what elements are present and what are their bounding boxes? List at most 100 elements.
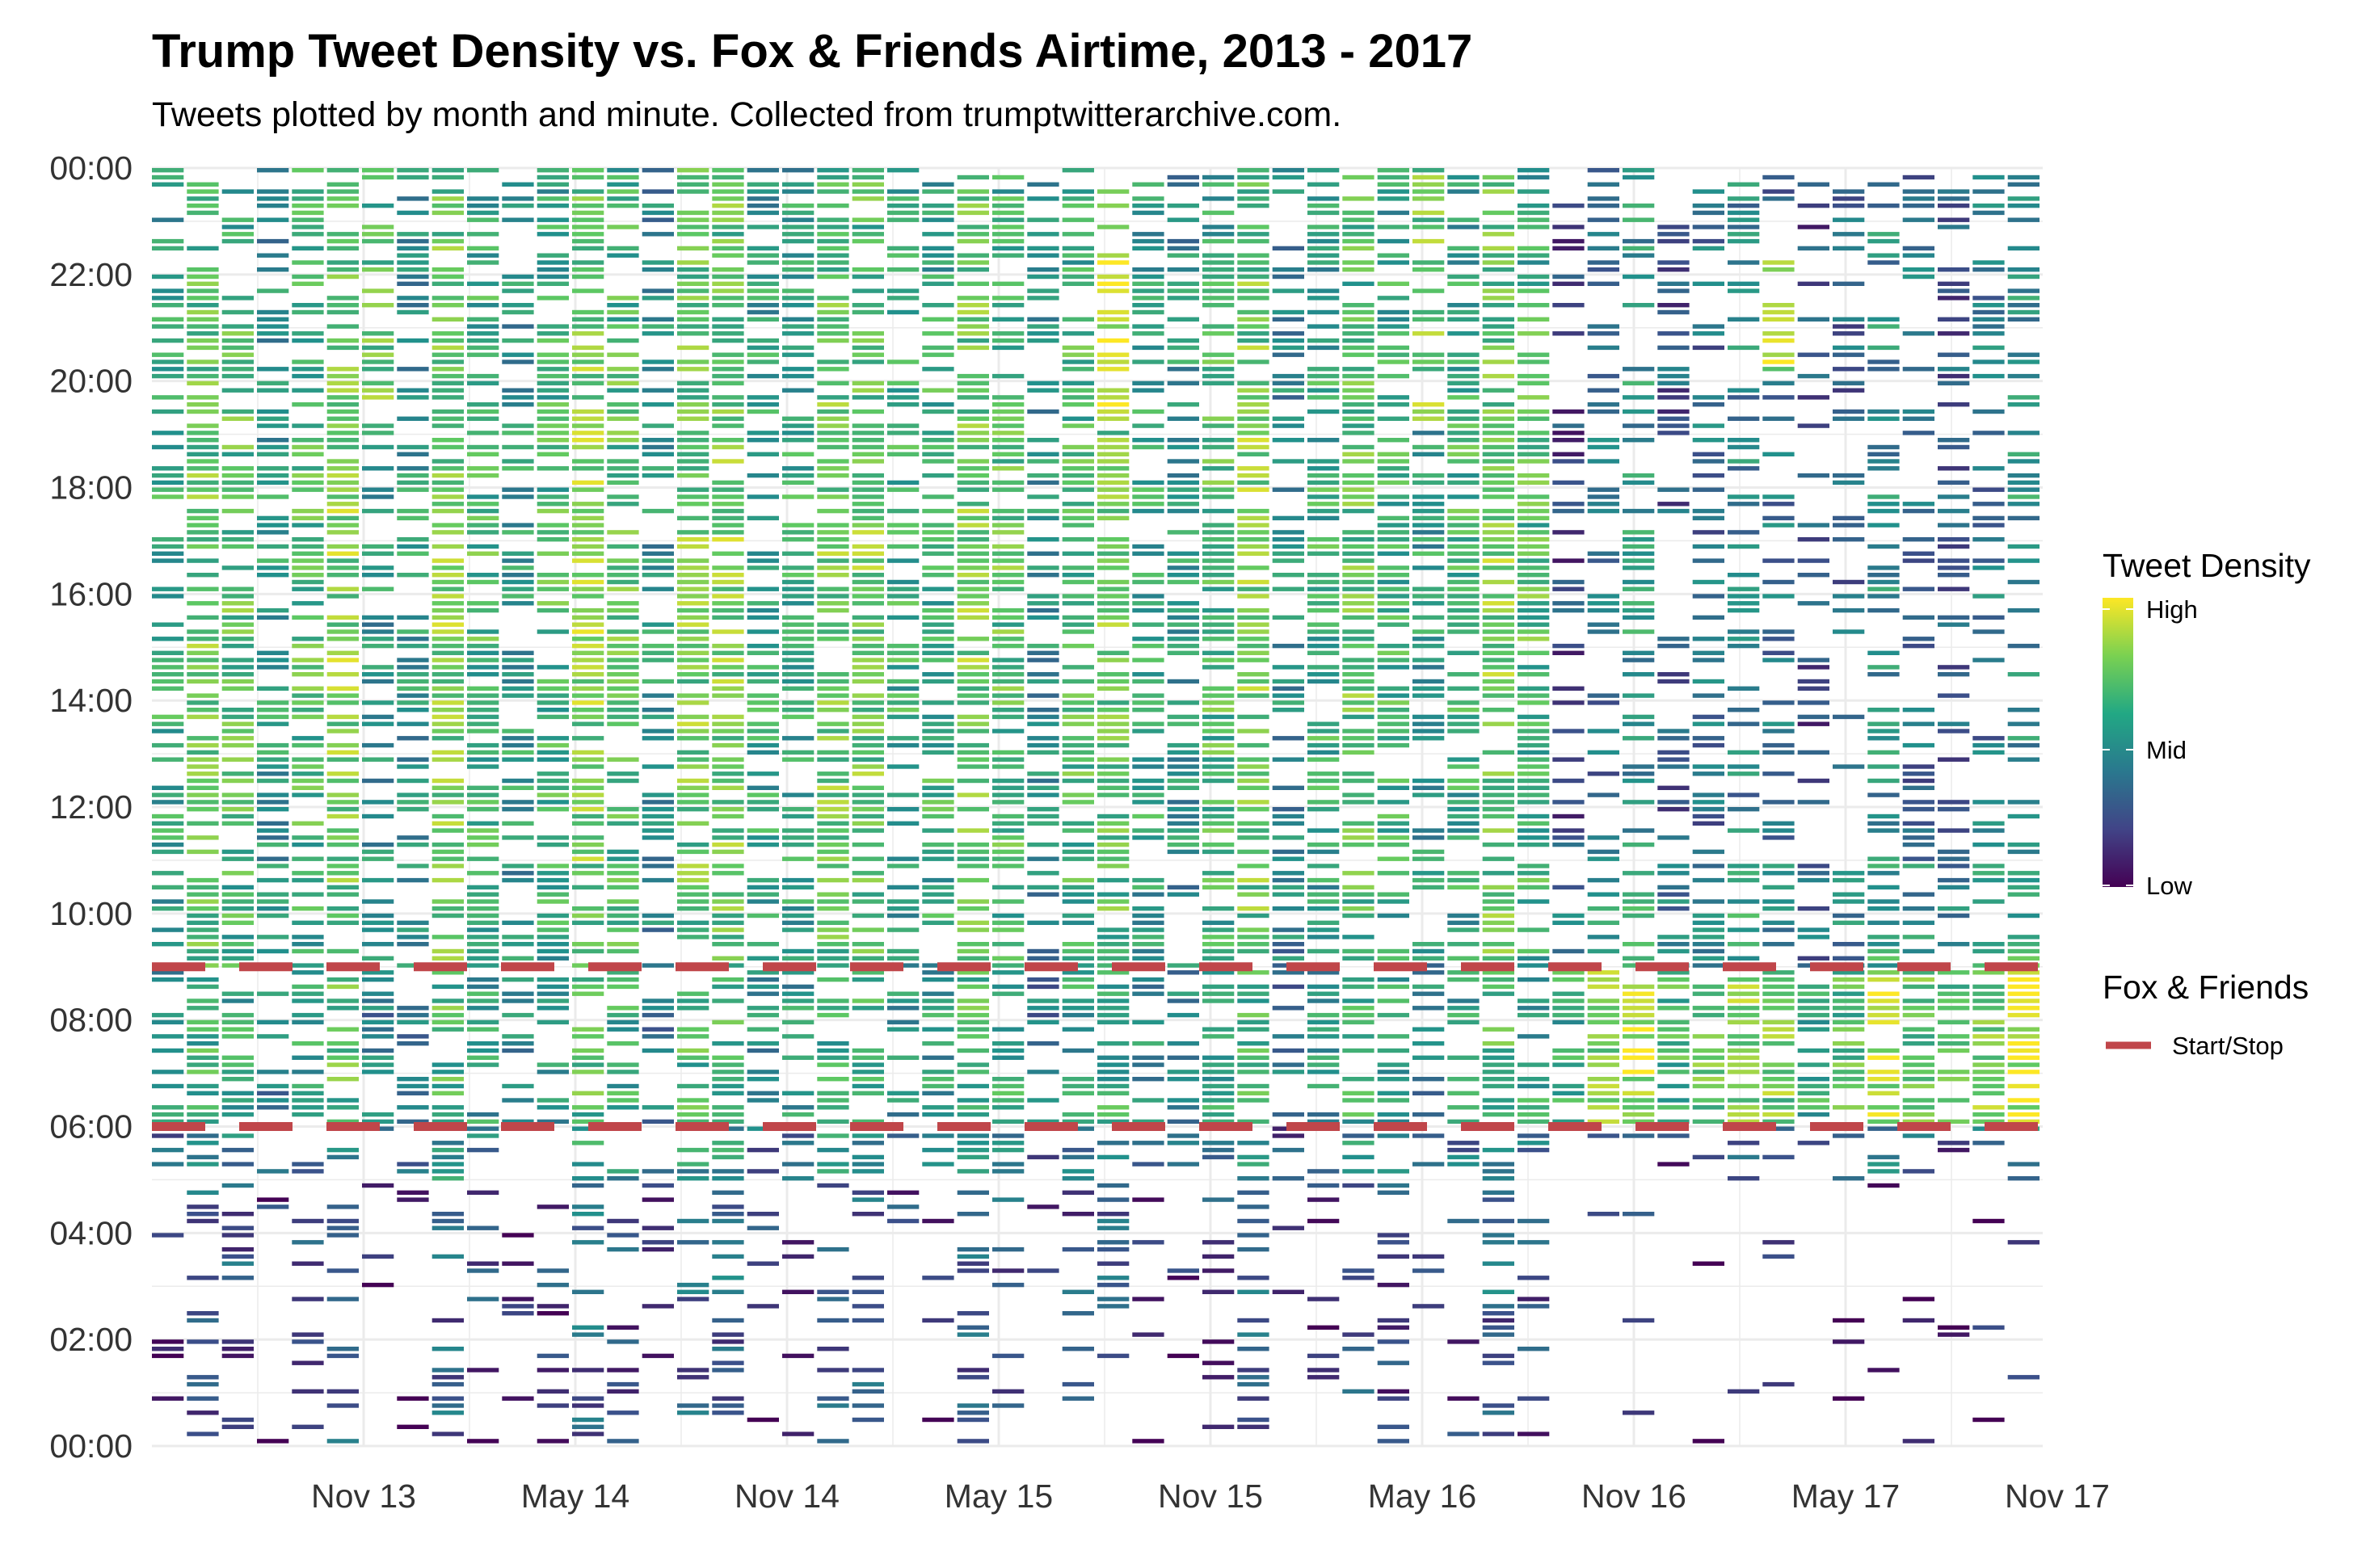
density-cell	[572, 708, 604, 713]
density-cell	[1692, 1119, 1724, 1125]
density-cell	[677, 431, 709, 435]
density-cell	[1097, 1246, 1130, 1252]
density-cell	[431, 395, 464, 400]
density-cell	[1692, 225, 1724, 229]
density-cell	[607, 459, 639, 464]
density-cell	[221, 1098, 254, 1103]
density-cell	[1867, 317, 1900, 322]
density-cell	[1307, 1169, 1340, 1174]
density-cell	[887, 431, 920, 435]
density-cell	[397, 480, 429, 486]
density-cell	[362, 920, 394, 925]
density-cell	[1167, 615, 1199, 620]
density-cell	[1657, 260, 1690, 265]
density-cell	[1518, 260, 1550, 265]
density-cell	[1972, 1112, 2005, 1117]
density-cell	[782, 601, 815, 606]
density-cell	[747, 615, 779, 620]
density-cell	[1307, 551, 1340, 556]
density-cell	[152, 487, 184, 492]
density-cell	[1342, 700, 1374, 705]
density-cell	[431, 792, 464, 797]
density-cell	[957, 828, 989, 833]
density-cell	[1762, 984, 1795, 990]
density-cell	[2007, 643, 2040, 649]
density-cell	[1237, 388, 1269, 393]
density-cell	[326, 508, 359, 514]
density-cell	[1587, 1062, 1619, 1067]
density-cell	[1237, 1091, 1269, 1095]
density-cell	[1412, 409, 1445, 414]
density-cell	[397, 544, 429, 549]
density-cell	[747, 352, 779, 357]
density-cell	[362, 267, 394, 272]
density-cell	[887, 948, 920, 954]
density-cell	[431, 899, 464, 904]
density-cell	[1657, 864, 1690, 868]
density-cell	[1062, 487, 1094, 492]
density-cell	[1867, 778, 1900, 784]
density-cell	[747, 515, 779, 521]
density-cell	[1902, 708, 1934, 713]
density-cell	[292, 615, 324, 620]
density-cell	[992, 558, 1025, 563]
density-cell	[397, 267, 429, 272]
density-cell	[1867, 736, 1900, 741]
chart-title: Trump Tweet Density vs. Fox & Friends Ai…	[152, 25, 1473, 78]
density-cell	[572, 345, 604, 351]
density-cell	[1097, 1276, 1130, 1280]
density-cell	[1587, 1119, 1619, 1125]
density-cell	[1518, 1012, 1550, 1018]
density-cell	[817, 700, 849, 705]
density-cell	[1657, 750, 1690, 755]
density-cell	[852, 1381, 884, 1387]
density-cell	[642, 558, 674, 563]
density-cell	[1447, 586, 1480, 591]
density-cell	[187, 281, 219, 286]
density-cell	[1167, 622, 1199, 627]
density-cell	[1272, 1070, 1304, 1074]
density-cell	[1412, 1041, 1445, 1046]
density-cell	[221, 942, 254, 947]
y-tick-label: 12:00	[49, 788, 133, 826]
density-cell	[677, 601, 709, 606]
density-cell	[1167, 892, 1199, 897]
density-cell	[1307, 750, 1340, 755]
density-cell	[922, 1162, 954, 1167]
density-cell	[817, 785, 849, 790]
density-cell	[397, 1396, 429, 1401]
density-cell	[467, 956, 499, 961]
density-cell	[1097, 225, 1130, 229]
density-cell	[957, 1268, 989, 1273]
density-cell	[397, 778, 429, 784]
density-cell	[1342, 984, 1374, 990]
density-cell	[1552, 1062, 1585, 1067]
density-cell	[1447, 757, 1480, 762]
density-cell	[1377, 1012, 1409, 1018]
density-cell	[1412, 601, 1445, 606]
density-cell	[1132, 487, 1164, 492]
density-cell	[712, 1360, 744, 1365]
density-cell	[1307, 537, 1340, 542]
density-cell	[1518, 558, 1550, 563]
density-cell	[1237, 757, 1269, 762]
density-cell	[1167, 345, 1199, 351]
density-cell	[1342, 1268, 1374, 1273]
density-cell	[431, 438, 464, 443]
density-cell	[1902, 1098, 1934, 1103]
density-cell	[1902, 551, 1934, 556]
density-cell	[292, 935, 324, 940]
density-cell	[362, 225, 394, 229]
density-cell	[1412, 658, 1445, 662]
density-cell	[1482, 1147, 1514, 1153]
density-cell	[1272, 849, 1304, 855]
density-cell	[326, 750, 359, 755]
density-cell	[1412, 586, 1445, 591]
density-cell	[1902, 502, 1934, 507]
density-cell	[1867, 1070, 1900, 1074]
density-cell	[677, 473, 709, 478]
density-cell	[326, 402, 359, 407]
density-cell	[1867, 1055, 1900, 1060]
density-cell	[607, 189, 639, 194]
density-cell	[467, 700, 499, 705]
